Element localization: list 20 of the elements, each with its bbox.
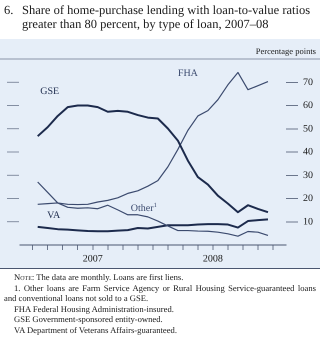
- text: 1. Other loans are Farm Service Agency or Rural Housing Service-guaranteed loans and conventional loans not sold to a GSE.: [4, 282, 316, 304]
- text: Note: The data are monthly. Loans are first liens.: [13, 272, 184, 283]
- text: VA Department of Veterans Affairs-guaranteed.: [13, 324, 178, 336]
- text: GSE Government-sponsored entity-owned.: [13, 314, 164, 325]
- y-tick-label: 10: [303, 216, 313, 228]
- text: FHA: [178, 68, 198, 79]
- series-label: GSE: [40, 86, 60, 98]
- chart-title: 6. Share of home-purchase lending with loan-to-value ratios greater than 80 percent, by type of loan, 2007–08: [4, 3, 312, 33]
- y-tick-label: 50: [303, 123, 313, 134]
- y-axis-title: Percentage points: [256, 46, 316, 56]
- y-tick-label: 20: [303, 193, 313, 204]
- series-label: Other$^{1}$: [130, 202, 157, 214]
- y-tick-label: 60: [303, 100, 313, 112]
- x-tick-label: 2007: [82, 254, 103, 265]
- y-tick-label: 30: [303, 170, 313, 181]
- series-label: VA: [47, 210, 60, 222]
- y-tick-label: 70: [303, 76, 313, 88]
- text: FHA Federal Housing Administration-insured.: [13, 304, 175, 314]
- y-tick-label: 40: [303, 146, 313, 158]
- x-tick-label: 2008: [202, 254, 223, 265]
